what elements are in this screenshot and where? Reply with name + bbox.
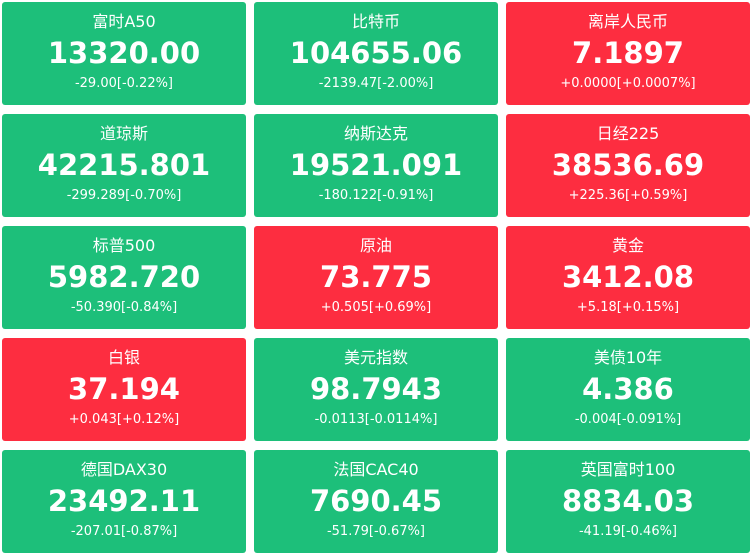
quote-tile-ftse-china-a50[interactable]: 富时A50 13320.00 -29.00[-0.22%] [2,2,246,105]
quote-change: -29.00[-0.22%] [74,76,174,91]
quote-tile-ftse-100[interactable]: 英国富时100 8834.03 -41.19[-0.46%] [506,450,750,553]
quote-change: -0.0113[-0.0114%] [314,412,438,427]
quote-change: -207.01[-0.87%] [70,524,178,539]
quote-name: 标普500 [92,236,156,255]
quote-name: 美债10年 [593,348,663,367]
quote-tile-sp-500[interactable]: 标普500 5982.720 -50.390[-0.84%] [2,226,246,329]
quote-change: -2139.47[-2.00%] [318,76,434,91]
quote-price: 5982.720 [47,260,201,294]
quote-name: 法国CAC40 [333,460,419,479]
quote-name: 纳斯达克 [343,124,408,143]
quote-change: +0.505[+0.69%] [320,300,432,315]
quote-name: 日经225 [596,124,660,143]
quote-price: 104655.06 [289,36,463,70]
quote-price: 13320.00 [47,36,201,70]
quote-tile-offshore-cny[interactable]: 离岸人民币 7.1897 +0.0000[+0.0007%] [506,2,750,105]
quote-price: 8834.03 [561,484,695,518]
quote-name: 白银 [107,348,140,367]
quote-change: -0.004[-0.091%] [574,412,682,427]
quote-change: +0.043[+0.12%] [68,412,180,427]
quote-tile-crude-oil[interactable]: 原油 73.775 +0.505[+0.69%] [254,226,498,329]
quote-price: 37.194 [68,372,180,406]
quote-change: -299.289[-0.70%] [66,188,182,203]
quote-name: 比特币 [351,12,400,31]
quote-name: 原油 [359,236,392,255]
quote-price: 73.775 [320,260,432,294]
quote-tile-dollar-index[interactable]: 美元指数 98.7943 -0.0113[-0.0114%] [254,338,498,441]
quote-tile-dax-30[interactable]: 德国DAX30 23492.11 -207.01[-0.87%] [2,450,246,553]
quote-tile-nasdaq[interactable]: 纳斯达克 19521.091 -180.122[-0.91%] [254,114,498,217]
quote-price: 98.7943 [309,372,443,406]
quote-name: 德国DAX30 [80,460,168,479]
quote-tile-gold[interactable]: 黄金 3412.08 +5.18[+0.15%] [506,226,750,329]
quote-change: -180.122[-0.91%] [318,188,434,203]
quote-price: 7690.45 [309,484,443,518]
quote-tile-silver[interactable]: 白银 37.194 +0.043[+0.12%] [2,338,246,441]
quote-price: 7.1897 [572,36,684,70]
quote-change: -50.390[-0.84%] [70,300,178,315]
quote-change: +0.0000[+0.0007%] [560,76,696,91]
quote-price: 4.386 [582,372,674,406]
quote-change: -51.79[-0.67%] [326,524,426,539]
quote-tile-nikkei-225[interactable]: 日经225 38536.69 +225.36[+0.59%] [506,114,750,217]
quote-change: +5.18[+0.15%] [576,300,680,315]
quote-price: 38536.69 [551,148,705,182]
quote-tile-bitcoin[interactable]: 比特币 104655.06 -2139.47[-2.00%] [254,2,498,105]
quote-price: 23492.11 [47,484,201,518]
quote-name: 英国富时100 [580,460,676,479]
quote-change: +225.36[+0.59%] [568,188,688,203]
quote-tile-cac-40[interactable]: 法国CAC40 7690.45 -51.79[-0.67%] [254,450,498,553]
quote-price: 19521.091 [289,148,463,182]
quote-change: -41.19[-0.46%] [578,524,678,539]
quote-name: 道琼斯 [99,124,148,143]
quote-price: 42215.801 [37,148,211,182]
quote-name: 黄金 [611,236,644,255]
quote-tile-dow-jones[interactable]: 道琼斯 42215.801 -299.289[-0.70%] [2,114,246,217]
quote-tile-us-10y-treasury[interactable]: 美债10年 4.386 -0.004[-0.091%] [506,338,750,441]
quote-name: 离岸人民币 [587,12,668,31]
quote-name: 美元指数 [343,348,408,367]
quote-name: 富时A50 [92,12,156,31]
quote-price: 3412.08 [561,260,695,294]
